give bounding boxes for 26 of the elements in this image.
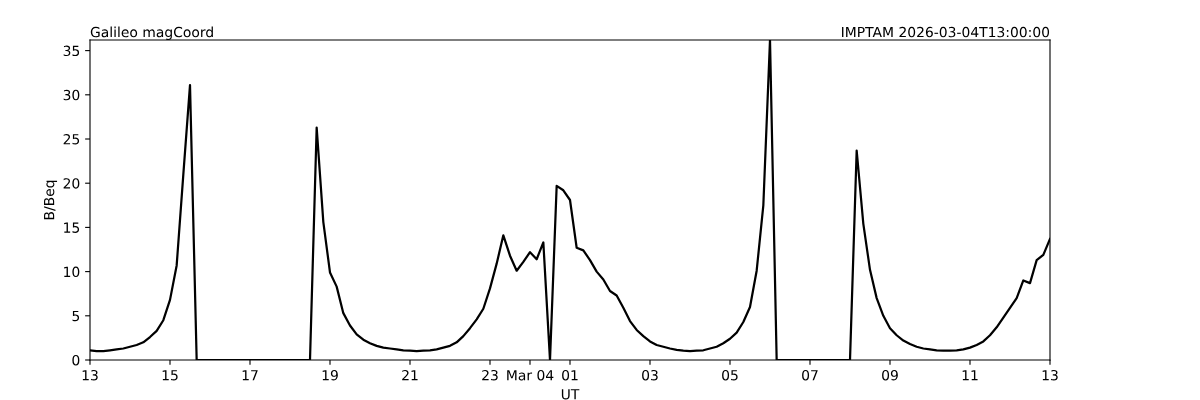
y-tick-label: 25 bbox=[63, 133, 80, 145]
chart-title: Galileo magCoord bbox=[90, 26, 213, 40]
y-tick-label: 20 bbox=[63, 178, 80, 189]
x-tick-label: 19 bbox=[322, 369, 338, 381]
x-tick-label: 05 bbox=[722, 369, 738, 381]
x-tick-label: Mar 04 bbox=[507, 369, 554, 381]
x-tick-label: 17 bbox=[242, 370, 258, 381]
x-tick-label: 15 bbox=[162, 370, 178, 381]
chart-subtitle: IMPTAM 2026-03-04T13:00:00 bbox=[842, 26, 1050, 38]
x-tick-label: 21 bbox=[402, 369, 418, 381]
y-tick-label: 0 bbox=[72, 354, 80, 366]
y-tick-label: 10 bbox=[64, 266, 80, 278]
x-tick-label: 09 bbox=[882, 369, 898, 381]
y-axis-title: B/Beq bbox=[44, 180, 58, 220]
x-axis-title: UT bbox=[561, 389, 580, 400]
x-tick-label: 23 bbox=[482, 369, 498, 381]
x-tick-label: 13 bbox=[82, 369, 98, 381]
y-tick-label: 15 bbox=[64, 222, 80, 233]
y-tick-label: 30 bbox=[63, 89, 80, 101]
y-tick-label: 5 bbox=[72, 310, 80, 322]
x-tick-label: 07 bbox=[802, 369, 818, 381]
x-tick-label: 01 bbox=[562, 369, 578, 381]
x-tick-label: 03 bbox=[642, 369, 658, 381]
x-tick-label: 13 bbox=[1042, 369, 1058, 381]
x-tick-label: 11 bbox=[962, 370, 978, 381]
y-tick-label: 35 bbox=[63, 45, 80, 57]
